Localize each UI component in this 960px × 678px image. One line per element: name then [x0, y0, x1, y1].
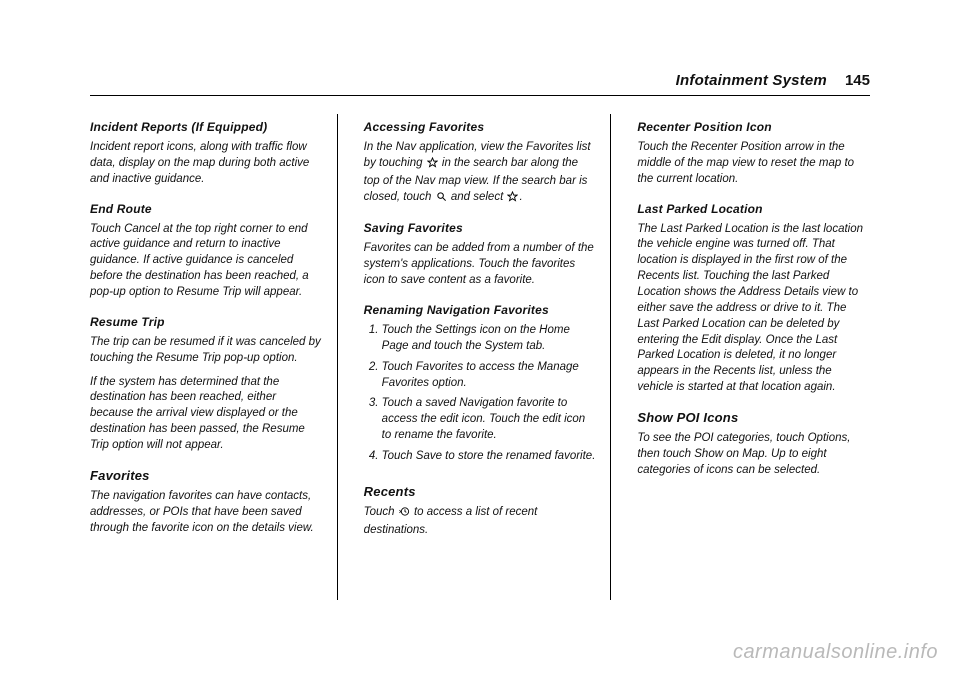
heading-renaming-favorites: Renaming Navigation Favorites	[364, 303, 597, 317]
para: Touch the Recenter Position arrow in the…	[637, 140, 870, 188]
para: To see the POI categories, touch Options…	[637, 431, 870, 479]
recent-icon	[399, 506, 410, 523]
heading-last-parked: Last Parked Location	[637, 202, 870, 216]
column-3: Recenter Position Icon Touch the Recente…	[637, 114, 870, 600]
star-icon	[427, 157, 438, 174]
para: The Last Parked Location is the last loc…	[637, 222, 870, 396]
star-icon	[507, 191, 518, 208]
heading-recents: Recents	[364, 484, 597, 499]
list-item: Touch Save to store the renamed favorite…	[382, 449, 597, 465]
heading-incident-reports: Incident Reports (If Equipped)	[90, 120, 323, 134]
header-title: Infotainment System	[676, 72, 827, 89]
columns: Incident Reports (If Equipped) Incident …	[90, 114, 870, 600]
column-1: Incident Reports (If Equipped) Incident …	[90, 114, 338, 600]
heading-recenter: Recenter Position Icon	[637, 120, 870, 134]
heading-favorites: Favorites	[90, 468, 323, 483]
column-2: Accessing Favorites In the Nav applicati…	[364, 114, 612, 600]
para: Favorites can be added from a number of …	[364, 241, 597, 289]
text: .	[519, 191, 522, 203]
text: Touch	[364, 506, 398, 518]
para: If the system has determined that the de…	[90, 375, 323, 454]
list-item: Touch a saved Navigation favorite to acc…	[382, 396, 597, 444]
header-page-number: 145	[845, 72, 870, 89]
para: The trip can be resumed if it was cancel…	[90, 335, 323, 367]
para: Touch to access a list of recent destina…	[364, 505, 597, 539]
para: Touch Cancel at the top right corner to …	[90, 222, 323, 301]
para: The navigation favorites can have contac…	[90, 489, 323, 537]
heading-resume-trip: Resume Trip	[90, 315, 323, 329]
heading-saving-favorites: Saving Favorites	[364, 221, 597, 235]
para: In the Nav application, view the Favorit…	[364, 140, 597, 207]
heading-accessing-favorites: Accessing Favorites	[364, 120, 597, 134]
para: Incident report icons, along with traffi…	[90, 140, 323, 188]
page-header: Infotainment System 145	[90, 66, 870, 96]
steps-list: Touch the Settings icon on the Home Page…	[364, 323, 597, 470]
list-item: Touch Favorites to access the Manage Fav…	[382, 360, 597, 392]
heading-end-route: End Route	[90, 202, 323, 216]
watermark: carmanualsonline.info	[733, 641, 938, 664]
page: Infotainment System 145 Incident Reports…	[0, 0, 960, 678]
search-icon	[436, 191, 447, 208]
text: and select	[448, 191, 507, 203]
heading-show-poi: Show POI Icons	[637, 410, 870, 425]
list-item: Touch the Settings icon on the Home Page…	[382, 323, 597, 355]
